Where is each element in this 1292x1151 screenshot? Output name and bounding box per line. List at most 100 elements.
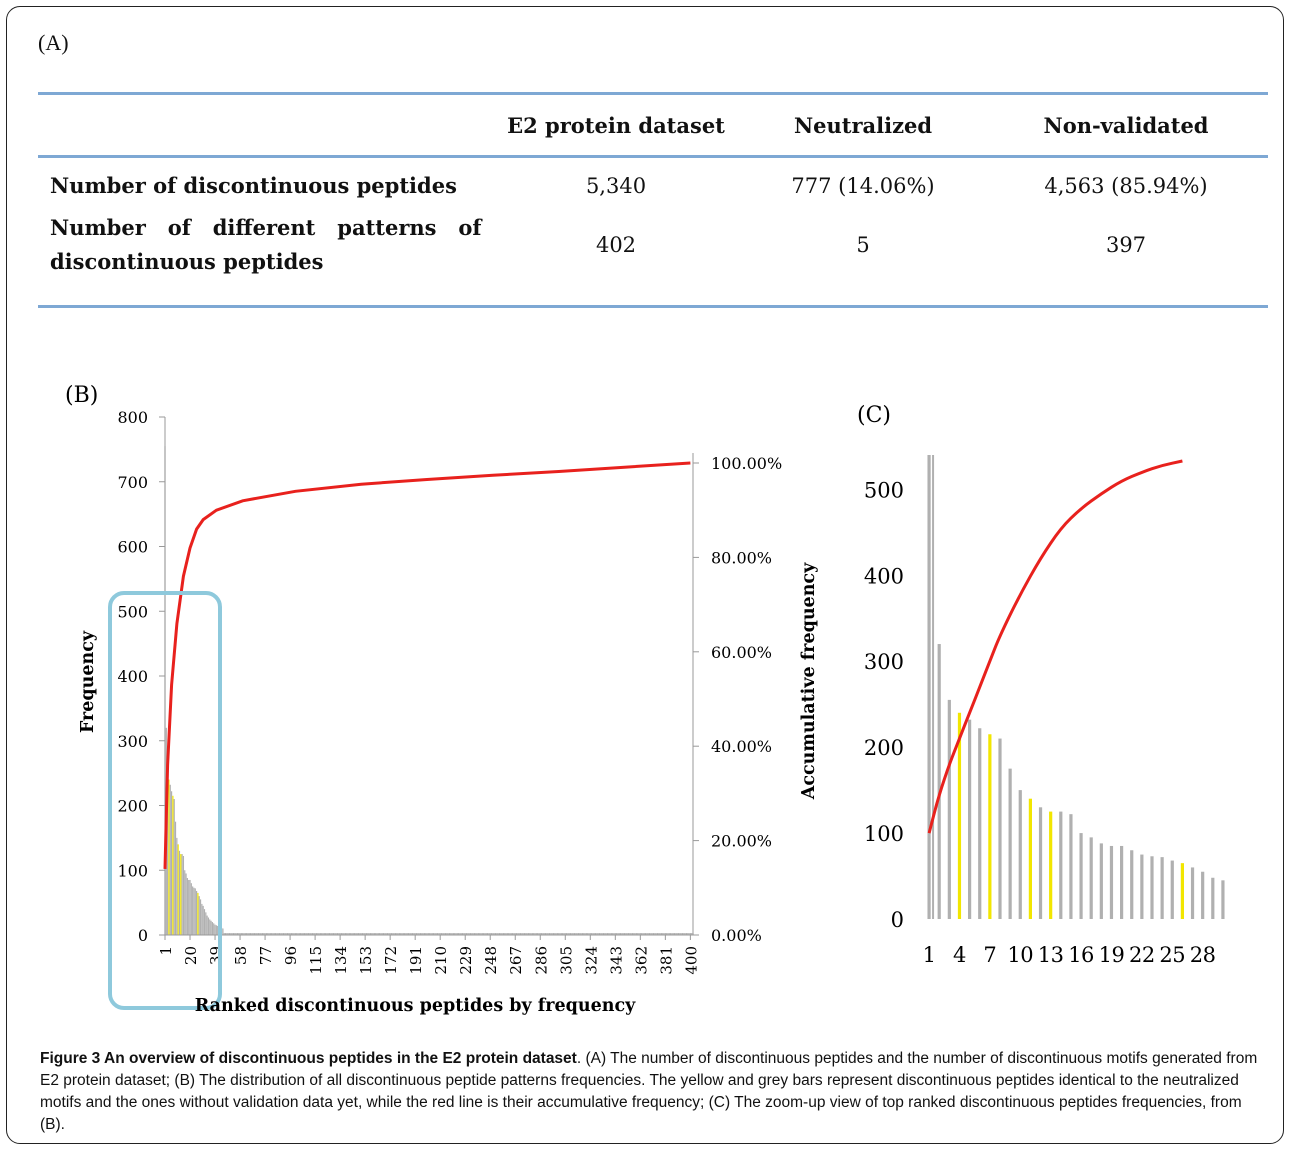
b-bar (673, 933, 676, 935)
b-bar (290, 933, 292, 935)
b-bar (294, 933, 296, 935)
b-bar (302, 933, 304, 935)
b-bar (610, 933, 612, 935)
c-x-tick-label: 4 (953, 943, 966, 967)
b-bar (575, 933, 577, 935)
b-bar (185, 873, 187, 935)
b-bar (648, 933, 651, 935)
b-bar (652, 933, 655, 935)
b-bar (591, 933, 593, 935)
b-bar (431, 933, 433, 935)
b-bar (493, 933, 495, 935)
b-bar (247, 933, 249, 935)
b-bar (384, 933, 386, 935)
b-bar (444, 933, 447, 935)
b-bar (381, 933, 383, 935)
b-bar (481, 933, 483, 935)
b-bar (479, 933, 481, 935)
c-bar (1140, 854, 1144, 919)
b-bar (539, 933, 541, 935)
b-bar (301, 933, 303, 935)
table-cell: 402 (595, 233, 637, 258)
b-bar (502, 933, 504, 935)
b-bar (253, 933, 256, 935)
b-bar (222, 928, 224, 935)
b-x-tick-label: 267 (507, 946, 525, 975)
b-bar (464, 933, 466, 935)
b-bar (331, 933, 333, 935)
b-bar (613, 933, 615, 935)
c-axes: 0 100 200 300 400 500 1 4 7 10 13 16 19 22 25 28 (864, 478, 1216, 967)
b-bar (317, 933, 319, 935)
b-bar (447, 933, 449, 935)
b-bar (525, 933, 527, 935)
b-bar (176, 837, 178, 935)
b-bar (439, 933, 441, 935)
b-bar (427, 933, 429, 935)
b-bar (361, 933, 364, 935)
b-bar (621, 933, 623, 935)
b-bar (468, 933, 470, 935)
b-bar (517, 933, 519, 935)
b-bar (311, 933, 314, 935)
c-bar (1018, 790, 1022, 919)
b-bar (489, 933, 491, 935)
b-bar (660, 933, 662, 935)
b-bar (601, 933, 603, 935)
b-bar (330, 933, 332, 935)
b-bar (259, 933, 261, 935)
b-bar (396, 933, 398, 935)
b-bar (662, 933, 664, 935)
b-bar (398, 933, 400, 935)
b-bar (357, 933, 360, 935)
b-bar (504, 933, 506, 935)
b-bar (681, 933, 684, 935)
b-bar (675, 933, 677, 935)
c-bar (1130, 850, 1134, 919)
c-x-tick-label: 25 (1159, 943, 1185, 967)
b-bar (562, 933, 564, 935)
b-bar (463, 933, 465, 935)
b-bar (651, 933, 653, 935)
b-bar (521, 933, 523, 935)
b-bar (209, 919, 211, 935)
figure-caption: Figure 3 An overview of discontinuous pe… (40, 1048, 1262, 1136)
b-bar (348, 933, 350, 935)
b-bar (256, 933, 258, 935)
b-bar (477, 933, 479, 935)
c-bar (978, 728, 982, 919)
table-cell: 397 (1105, 233, 1147, 258)
b-bar (268, 933, 270, 935)
b-bar (307, 933, 310, 935)
b-bar (181, 854, 183, 935)
b-bar (386, 933, 389, 935)
b-bar (635, 933, 637, 935)
table-cell: 5,340 (585, 173, 647, 198)
b-bar (667, 933, 669, 935)
b-bar (336, 933, 339, 935)
b-bar (492, 933, 494, 935)
c-x-tick-label: 16 (1068, 943, 1094, 967)
b-bar (580, 933, 582, 935)
b-bar (265, 933, 267, 935)
b-bar (425, 933, 427, 935)
b-bar (207, 917, 210, 935)
b-bar (597, 933, 599, 935)
b-bar (322, 933, 324, 935)
b-bar (577, 933, 580, 935)
b-bar (672, 933, 674, 935)
c-bar (968, 719, 972, 919)
b-bar (671, 933, 673, 935)
b-bar (623, 933, 626, 935)
b-bar (344, 933, 346, 935)
b-bar (423, 933, 425, 935)
b-bar (193, 887, 195, 935)
b-bar (402, 933, 404, 935)
b-bar (496, 933, 498, 935)
b-bar (198, 896, 200, 935)
b-bar (189, 879, 191, 935)
b-bar (413, 933, 415, 935)
b-bar (550, 933, 552, 935)
b-bar (351, 933, 353, 935)
c-x-tick-label: 7 (983, 943, 996, 967)
